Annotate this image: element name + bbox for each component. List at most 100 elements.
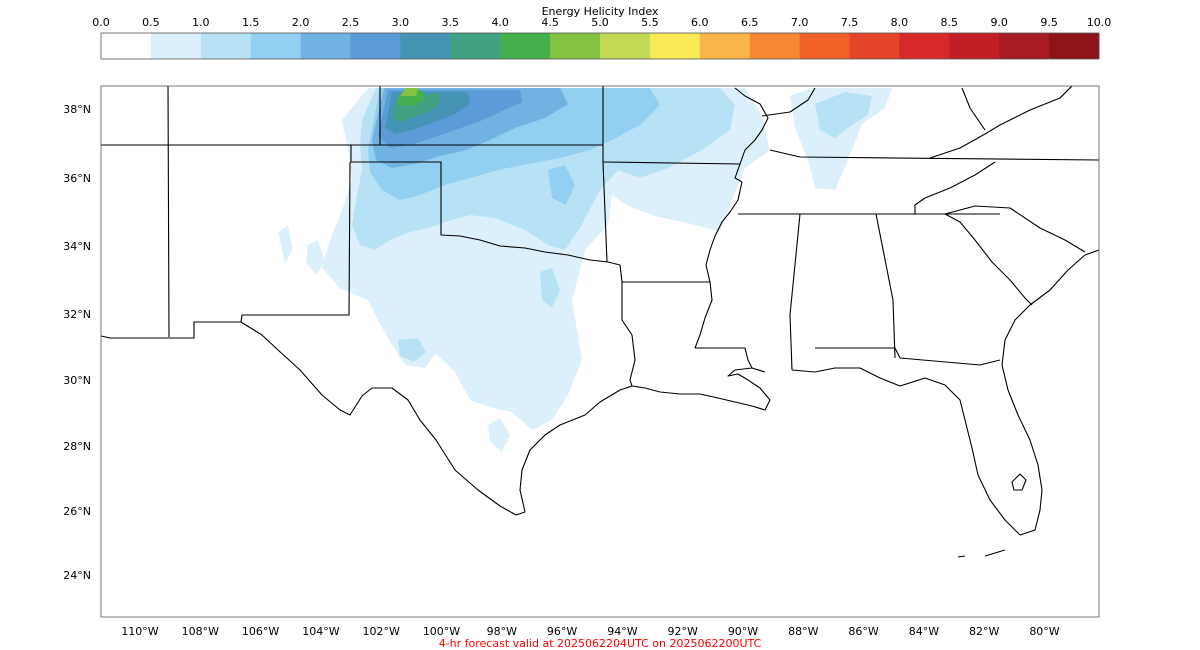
longitude-label: 108°W (182, 625, 219, 638)
ehi-shading (278, 88, 892, 452)
texas-outline (240, 161, 633, 516)
colorbar-frame (100, 32, 1100, 60)
map-frame (100, 85, 1100, 618)
va-border (1059, 85, 1073, 99)
al-ga-border (875, 213, 896, 359)
colorbar-swatch (101, 33, 152, 59)
longitude-label: 106°W (242, 625, 279, 638)
ok-ar-border (602, 161, 608, 263)
ok-tx-border (350, 145, 609, 263)
longitude-label: 110°W (121, 625, 158, 638)
latitude-label: 24°N (63, 569, 91, 582)
longitude-label: 80°W (1029, 625, 1059, 638)
ohio-river (761, 87, 816, 117)
longitude-label: 98°W (487, 625, 517, 638)
longitude-label: 94°W (607, 625, 637, 638)
colorbar-swatch (300, 33, 351, 59)
colorbar-swatch (400, 33, 451, 59)
colorbar-swatch (200, 33, 252, 59)
colorbar-tick-label: 7.0 (791, 16, 809, 29)
longitude-label: 92°W (668, 625, 698, 638)
colorbar-swatch (600, 33, 651, 59)
colorbar-swatch (250, 33, 302, 59)
lake-okeechobee (1011, 473, 1027, 491)
ky-tn-border (769, 149, 1100, 161)
ms-al-border (789, 213, 801, 371)
latitude-label: 38°N (63, 103, 91, 116)
tn-nc-border (914, 161, 996, 214)
colorbar (101, 33, 1100, 59)
longitude-label: 96°W (547, 625, 577, 638)
longitude-label: 86°W (848, 625, 878, 638)
colorbar-swatch (1049, 33, 1100, 59)
colorbar-tick-label: 2.0 (292, 16, 310, 29)
gulf-atlantic-coast (791, 249, 1100, 536)
colorbar-tick-label: 1.5 (242, 16, 260, 29)
latitude-labels: 38°N 36°N 34°N 32°N 30°N 28°N 26°N 24°N (63, 103, 91, 582)
az-nm-border (167, 85, 170, 338)
latitude-label: 30°N (63, 374, 91, 387)
colorbar-swatch (150, 33, 202, 59)
colorbar-tick-label: 9.0 (990, 16, 1008, 29)
colorbar-swatch (500, 33, 551, 59)
colorbar-swatch (649, 33, 701, 59)
colorbar-tick-label: 0.5 (142, 16, 160, 29)
ehi-1.0-1.5-region (540, 268, 560, 308)
longitude-label: 100°W (423, 625, 460, 638)
ehi-1.5-2.0-region (548, 165, 575, 205)
ehi-4.5-5.0-region (400, 88, 418, 96)
colorbar-title: Energy Helicity Index (542, 5, 659, 18)
florida-keys (957, 549, 1006, 558)
fl-north-border (815, 347, 1001, 366)
colorbar-tick-label: 8.5 (941, 16, 959, 29)
colorbar-swatch (999, 33, 1050, 59)
colorbar-swatch (799, 33, 850, 59)
colorbar-swatch (699, 33, 751, 59)
latitude-label: 28°N (63, 440, 91, 453)
la-ms-border (695, 347, 753, 369)
colorbar-swatch (899, 33, 950, 59)
nm-mexico-border (100, 321, 241, 339)
colorbar-tick-label: 3.5 (442, 16, 460, 29)
colorbar-tick-label: 6.0 (691, 16, 709, 29)
colorbar-tick-label: 5.5 (641, 16, 659, 29)
colorbar-tick-label: 1.0 (192, 16, 210, 29)
ehi-0.5-1.0-region (512, 290, 542, 370)
ky-wv-border (961, 87, 986, 131)
colorbar-swatch (350, 33, 401, 59)
longitude-label: 84°W (909, 625, 939, 638)
colorbar-swatch (849, 33, 900, 59)
colorbar-tick-labels: 0.0 0.5 1.0 1.5 2.0 2.5 3.0 3.5 4.0 4.5 5.0 5.5 6.0 6… (92, 16, 1111, 29)
longitude-label: 104°W (302, 625, 339, 638)
map-panel (100, 85, 1100, 618)
louisiana-coast (631, 367, 771, 411)
colorbar-tick-label: 7.5 (841, 16, 859, 29)
sc-nc-border (944, 205, 1086, 253)
ehi-1.0-1.5-region (815, 92, 872, 138)
mississippi-river-south (694, 181, 743, 349)
colorbar-tick-label: 8.0 (891, 16, 909, 29)
latitude-label: 32°N (63, 308, 91, 321)
colorbar-tick-label: 4.0 (491, 16, 509, 29)
colorbar-tick-label: 5.0 (591, 16, 609, 29)
ehi-0.5-1.0-region (278, 226, 293, 262)
mississippi-river-north (734, 87, 769, 165)
ehi-1.0-1.5-region (398, 338, 426, 362)
ga-sc-border (944, 213, 1033, 306)
colorbar-swatch (550, 33, 601, 59)
colorbar-tick-label: 6.5 (741, 16, 759, 29)
colorbar-tick-label: 3.0 (392, 16, 410, 29)
longitude-label: 88°W (788, 625, 818, 638)
colorbar-tick-label: 4.5 (541, 16, 559, 29)
colorbar-swatch (749, 33, 801, 59)
longitude-label: 102°W (363, 625, 400, 638)
colorbar-tick-label: 0.0 (92, 16, 110, 29)
colorbar-tick-label: 9.5 (1040, 16, 1058, 29)
longitude-label: 82°W (969, 625, 999, 638)
latitude-label: 36°N (63, 172, 91, 185)
colorbar-swatch (949, 33, 1000, 59)
forecast-valid-caption: 4-hr forecast valid at 2025062204UTC on … (439, 637, 762, 650)
colorbar-swatch (450, 33, 501, 59)
longitude-label: 90°W (728, 625, 758, 638)
